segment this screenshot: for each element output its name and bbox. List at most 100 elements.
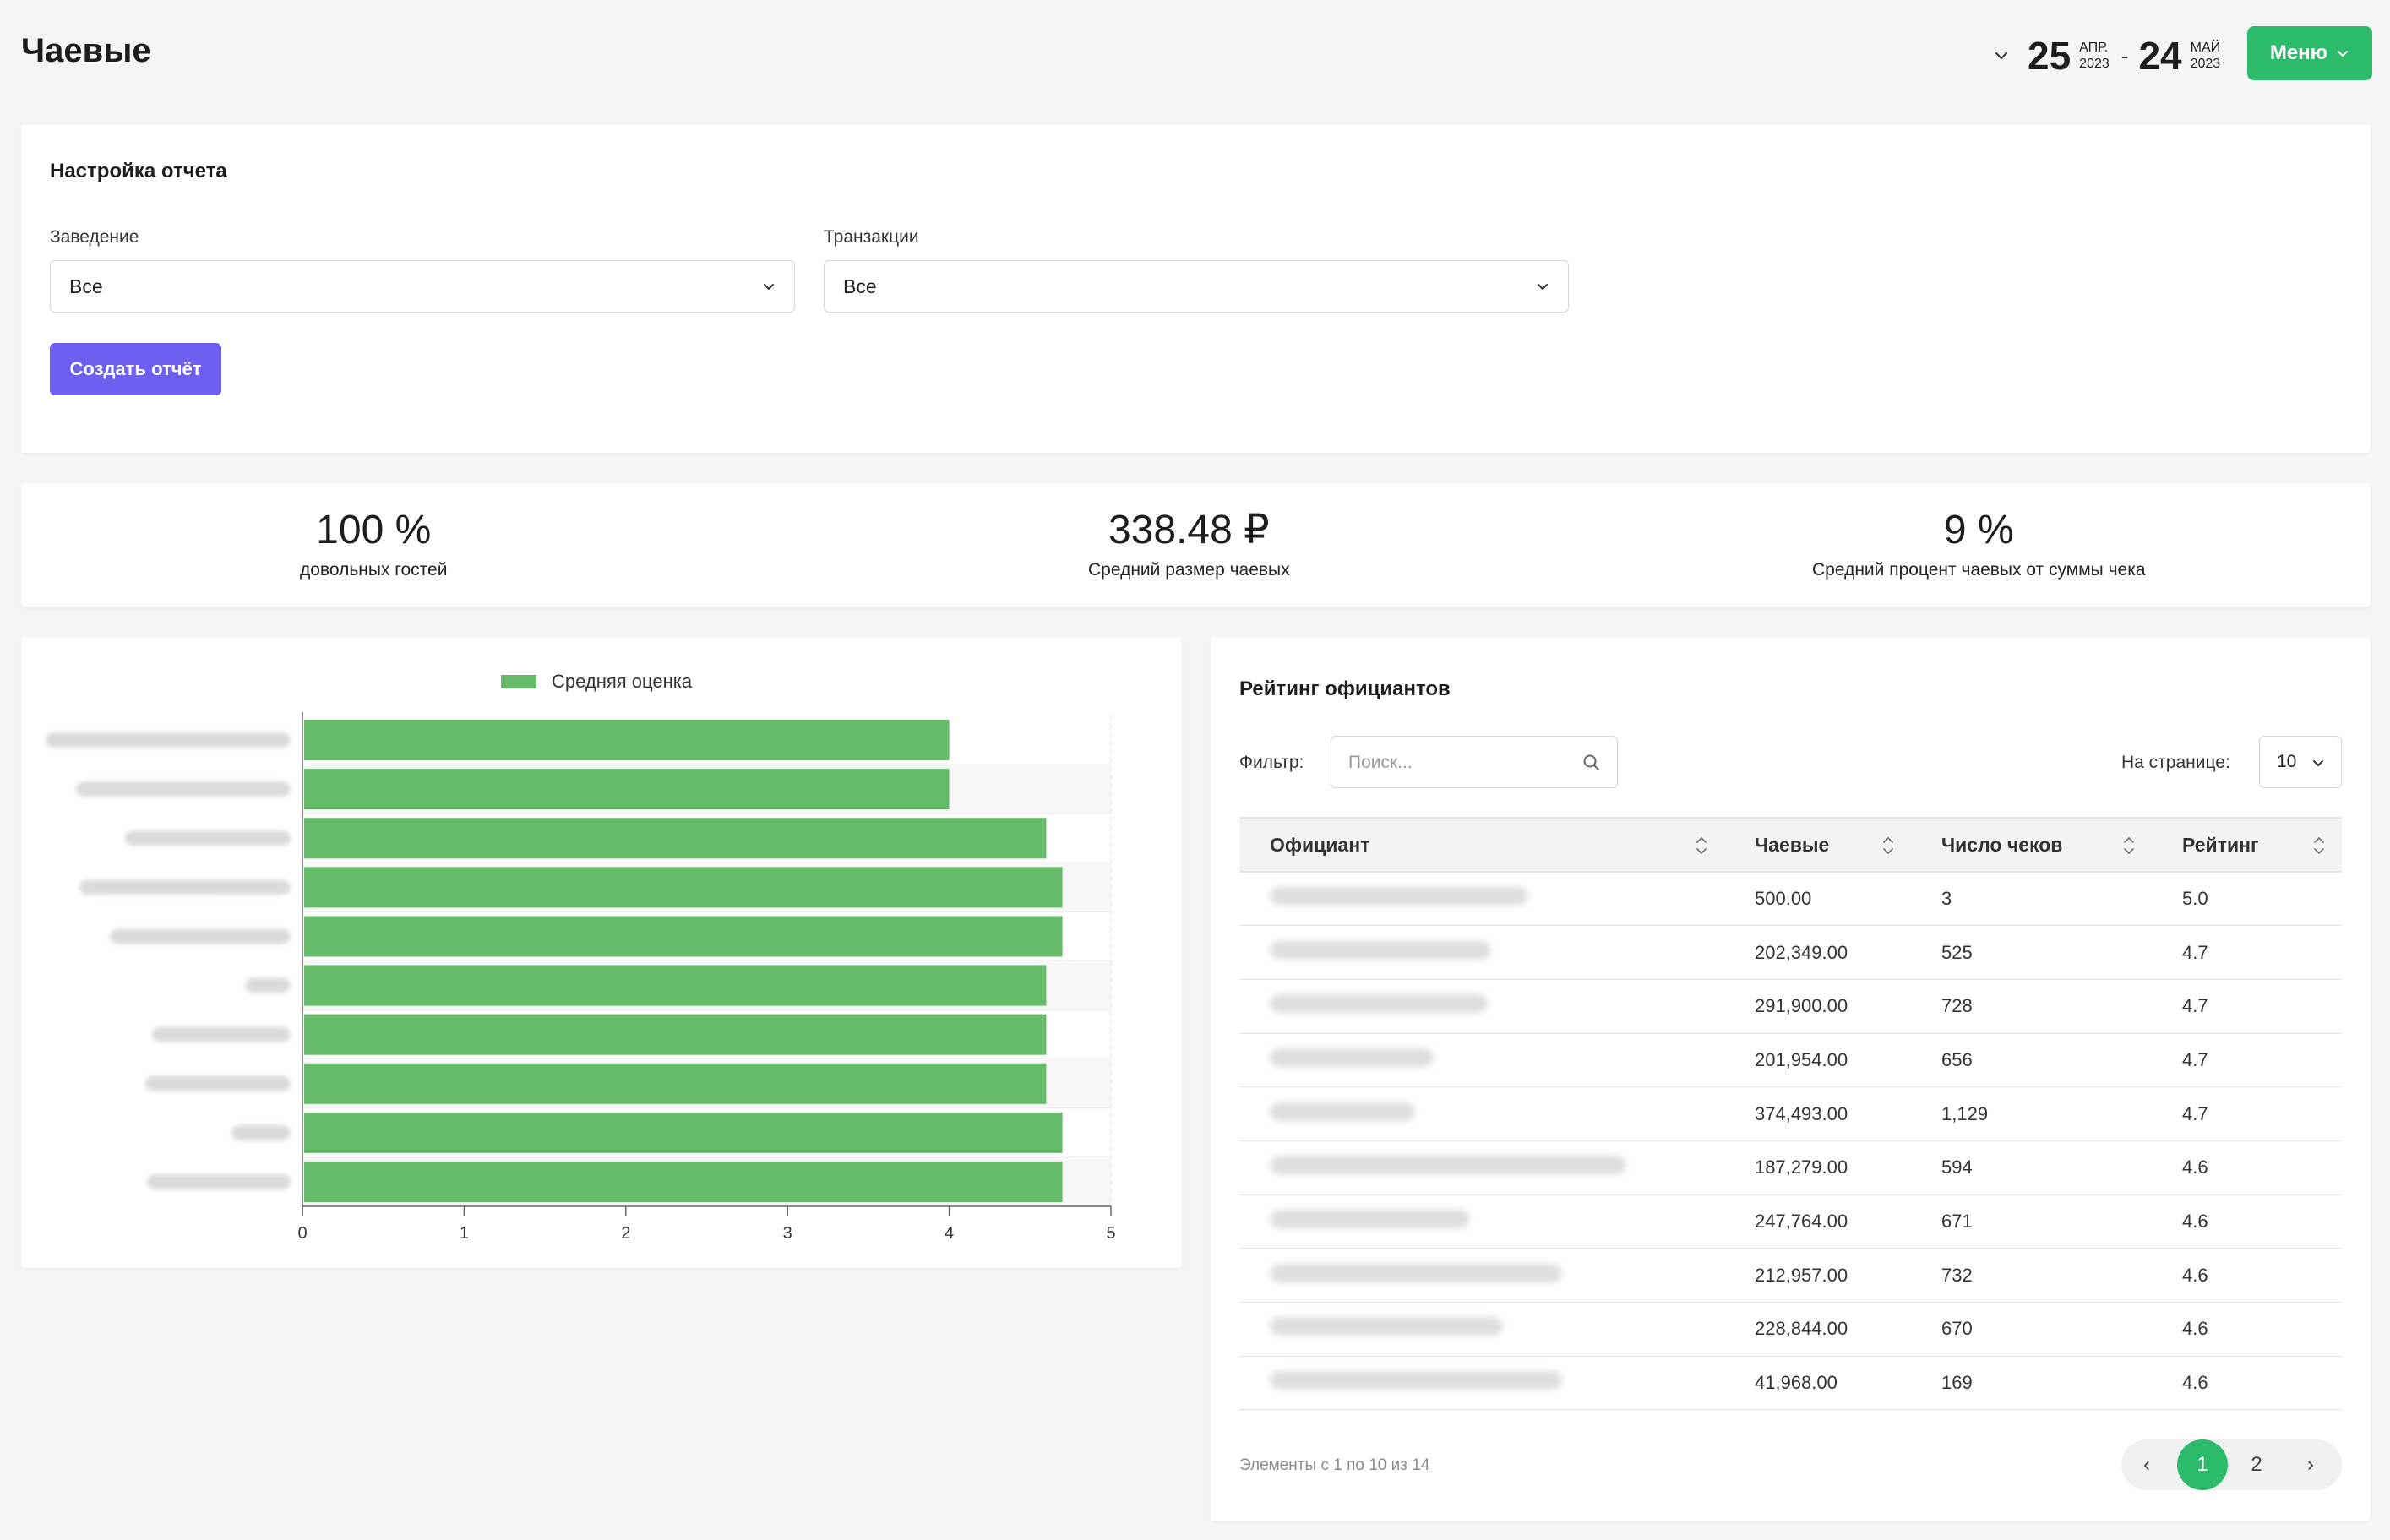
table-row: 41,968.00 169 4.6: [1239, 1356, 2342, 1411]
pagination-page-2[interactable]: 2: [2251, 1453, 2262, 1476]
table-header-row: Официант Чаевые Число чеков Рейтинг: [1239, 817, 2342, 873]
chart-category-label: [147, 1173, 291, 1189]
waiter-rating-table: Официант Чаевые Число чеков Рейтинг: [1239, 817, 2342, 1411]
rating-cell: 4.6: [2152, 1194, 2342, 1249]
column-header-label: Официант: [1270, 833, 1370, 856]
transactions-label: Транзакции: [824, 227, 919, 247]
chart-bar: [304, 867, 1063, 908]
page-title: Чаевые: [21, 32, 151, 69]
waiter-name-blurred: [1270, 994, 1488, 1014]
table-row: 500.00 3 5.0: [1239, 872, 2342, 927]
table-row: 374,493.00 1,129 4.7: [1239, 1086, 2342, 1141]
checks-cell: 671: [1911, 1194, 2152, 1249]
column-header-label: Число чеков: [1941, 833, 2063, 856]
chart-category-label: [231, 1124, 291, 1140]
rating-cell: 4.6: [2152, 1248, 2342, 1303]
rating-cell: 5.0: [2152, 872, 2342, 927]
waiter-name-cell: [1239, 1302, 1724, 1357]
transactions-select-value: Все: [843, 275, 877, 297]
chart-category-label: [76, 781, 291, 797]
date-separator: -: [2121, 42, 2129, 68]
rating-cell: 4.7: [2152, 979, 2342, 1034]
checks-cell: 525: [1911, 925, 2152, 980]
chart-legend-label: Средняя оценка: [552, 671, 693, 692]
per-page-select[interactable]: 10: [2259, 736, 2342, 788]
stat-value: 9 %: [1943, 508, 2014, 552]
menu-button-label: Меню: [2269, 41, 2328, 64]
chevron-down-icon: [1995, 52, 2008, 60]
pagination-page-1[interactable]: 1: [2177, 1439, 2228, 1490]
date-to-year: 2023: [2190, 57, 2221, 71]
per-page-label: На странице:: [2121, 753, 2230, 772]
chevron-down-icon: [1538, 284, 1548, 290]
sort-icon: [2314, 837, 2324, 854]
tips-cell: 247,764.00: [1724, 1194, 1911, 1249]
report-settings-heading: Настройка отчета: [50, 160, 227, 182]
waiter-name-blurred: [1270, 1263, 1562, 1282]
checks-cell: 728: [1911, 979, 2152, 1034]
chart-bar: [304, 1161, 1063, 1202]
chart-category-label: [110, 928, 291, 944]
waiter-name-cell: [1239, 1356, 1724, 1411]
date-from-day: 25: [2028, 34, 2072, 78]
column-header-tips[interactable]: Чаевые: [1724, 817, 1911, 873]
pagination-next-button[interactable]: ›: [2307, 1453, 2314, 1476]
table-row: 187,279.00 594 4.6: [1239, 1140, 2342, 1195]
waiter-name-cell: [1239, 979, 1724, 1034]
waiter-name-cell: [1239, 1140, 1724, 1195]
date-range-picker[interactable]: 25 АПР. 2023 - 24 МАЙ 2023: [1992, 30, 2220, 81]
stat-value: 338.48 ₽: [1108, 508, 1270, 552]
tips-cell: 187,279.00: [1724, 1140, 1911, 1195]
stat-average-tip: 338.48 ₽ Средний размер чаевых: [1088, 508, 1290, 580]
checks-cell: 732: [1911, 1248, 2152, 1303]
chart-bar: [304, 916, 1063, 957]
checks-cell: 3: [1911, 872, 2152, 927]
column-header-checks[interactable]: Число чеков: [1911, 817, 2152, 873]
date-from-meta: АПР. 2023: [2079, 40, 2110, 72]
date-to-month: МАЙ: [2190, 41, 2221, 55]
transactions-select[interactable]: Все: [824, 260, 1569, 313]
column-header-waiter[interactable]: Официант: [1239, 817, 1724, 873]
column-header-label: Рейтинг: [2182, 833, 2259, 856]
chart-x-tick-label: 4: [945, 1224, 954, 1243]
tips-cell: 291,900.00: [1724, 979, 1911, 1034]
chart-category-label: [245, 977, 291, 993]
search-field[interactable]: [1331, 736, 1618, 788]
checks-cell: 169: [1911, 1356, 2152, 1411]
column-header-label: Чаевые: [1755, 833, 1830, 856]
column-header-rating[interactable]: Рейтинг: [2152, 817, 2342, 873]
menu-button[interactable]: Меню: [2247, 26, 2372, 80]
venue-select[interactable]: Все: [50, 260, 795, 313]
table-row: 291,900.00 728 4.7: [1239, 979, 2342, 1034]
tips-cell: 228,844.00: [1724, 1302, 1911, 1357]
checks-cell: 670: [1911, 1302, 2152, 1357]
create-report-button[interactable]: Создать отчёт: [50, 343, 221, 395]
waiter-name-cell: [1239, 1194, 1724, 1249]
chart-bar: [304, 769, 950, 810]
search-input[interactable]: [1348, 750, 1576, 775]
sort-icon: [1696, 837, 1707, 854]
table-row: 247,764.00 671 4.6: [1239, 1194, 2342, 1249]
venue-label: Заведение: [50, 227, 139, 247]
stat-value: 100 %: [316, 508, 432, 552]
chart-category-label: [145, 1075, 291, 1091]
sort-icon: [2124, 837, 2134, 854]
stat-label: довольных гостей: [300, 559, 448, 580]
chart-x-tick-label: 1: [460, 1224, 469, 1243]
checks-cell: 594: [1911, 1140, 2152, 1195]
waiter-name-cell: [1239, 925, 1724, 980]
date-to-meta: МАЙ 2023: [2191, 40, 2221, 72]
waiter-rating-card: Рейтинг официантов Фильтр: На странице: …: [1211, 637, 2371, 1521]
table-row: 202,349.00 525 4.7: [1239, 925, 2342, 980]
chart-category-label: [46, 732, 291, 748]
date-to-day: 24: [2138, 34, 2182, 78]
waiter-name-blurred: [1270, 1048, 1434, 1067]
pagination-prev-button[interactable]: ‹: [2143, 1453, 2150, 1476]
report-settings-card: Настройка отчета Заведение Все Транзакци…: [21, 124, 2371, 453]
date-from-year: 2023: [2079, 57, 2110, 71]
table-row: 212,957.00 732 4.6: [1239, 1248, 2342, 1303]
tips-cell: 500.00: [1724, 872, 1911, 927]
chevron-down-icon: [2313, 760, 2323, 766]
rating-cell: 4.6: [2152, 1140, 2342, 1195]
chart-category-label: [125, 830, 291, 846]
